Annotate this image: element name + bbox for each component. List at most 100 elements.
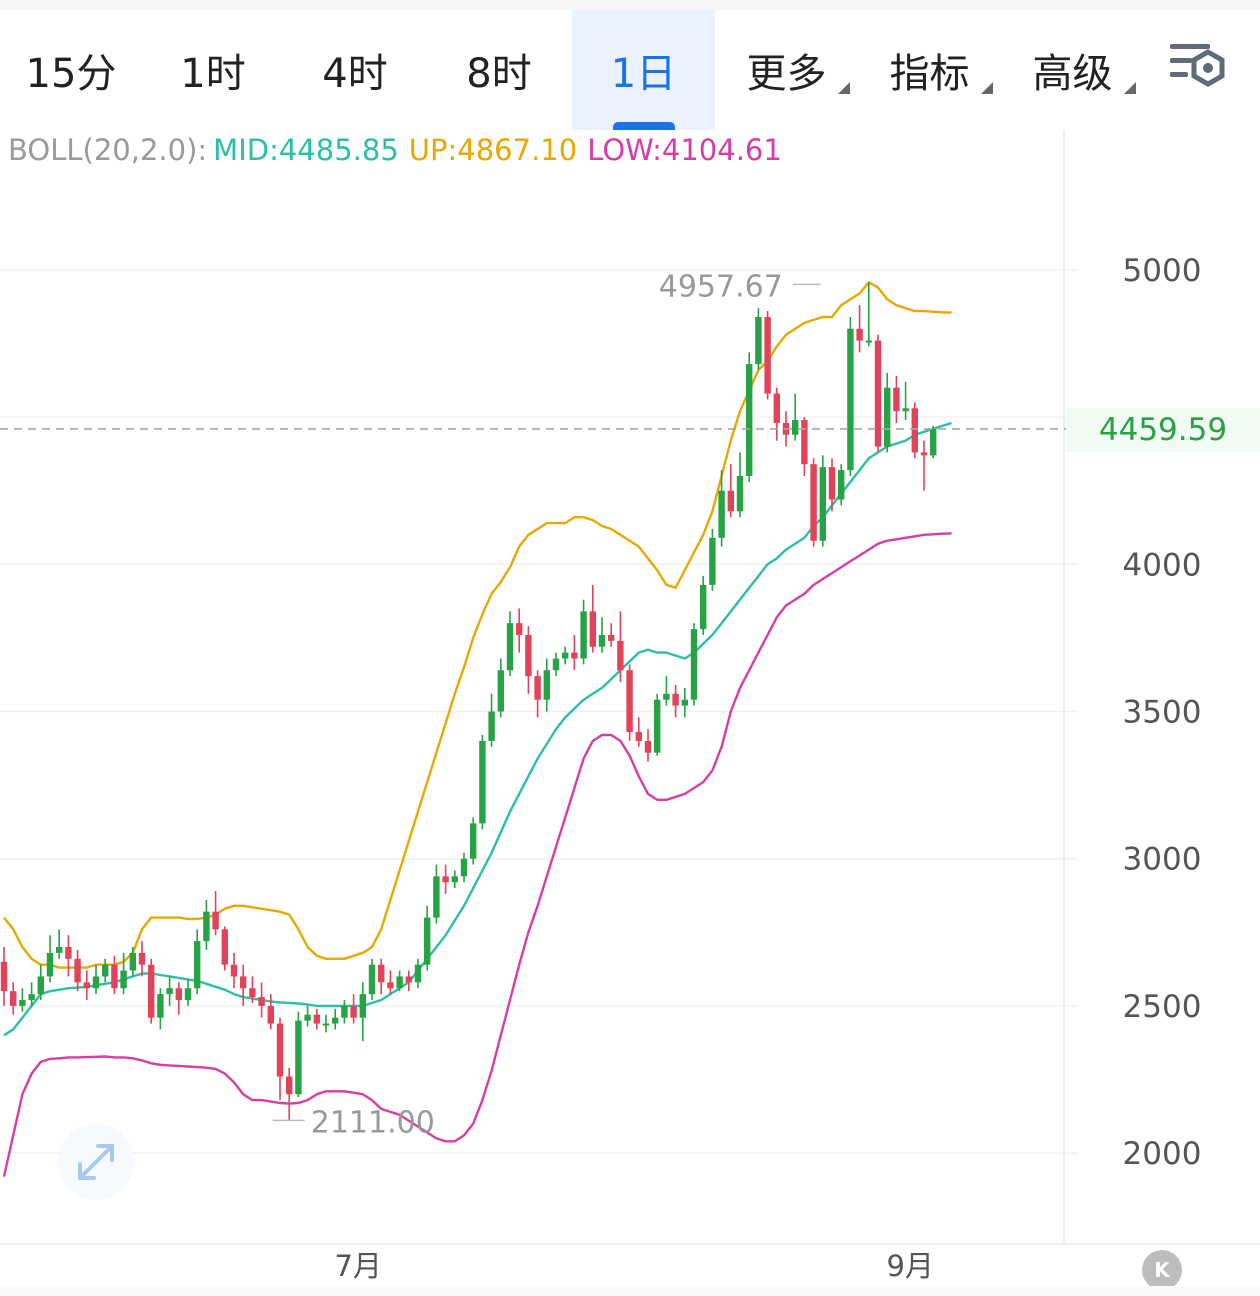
candle xyxy=(286,1067,293,1121)
candle-body xyxy=(700,584,707,630)
dropdown-caret-icon xyxy=(981,82,993,94)
candle-body xyxy=(488,711,495,741)
candlestick-chart[interactable]: 2000 2500 3000 3500 4000 5000 7月 9月 4957.67 2111.… xyxy=(0,130,1260,1286)
candle-body xyxy=(608,634,615,641)
candle-body xyxy=(138,952,146,965)
candle xyxy=(571,634,578,671)
candle xyxy=(37,964,44,1000)
candle xyxy=(516,608,523,653)
candle-body xyxy=(451,876,458,883)
candle xyxy=(396,970,403,992)
candle-body xyxy=(405,976,412,983)
candle-body xyxy=(920,452,928,456)
y-tick-label: 2000 xyxy=(1123,1136,1202,1172)
candle xyxy=(598,617,606,653)
chart-settings-button[interactable] xyxy=(1166,38,1230,98)
candle-body xyxy=(414,964,422,983)
candle-body xyxy=(359,994,366,1018)
tab-4[interactable]: 1日 xyxy=(572,10,715,130)
candle xyxy=(497,658,504,718)
candle xyxy=(626,664,633,741)
x-tick-label: 9月 xyxy=(886,1249,933,1283)
candle xyxy=(249,976,256,1003)
candle-body xyxy=(148,964,155,1018)
candle-body xyxy=(230,964,238,977)
candle-body xyxy=(516,623,523,635)
bottom-strip xyxy=(0,1286,1260,1296)
candle xyxy=(764,311,771,400)
tab-0[interactable]: 15分 xyxy=(0,10,142,130)
candle xyxy=(148,958,155,1024)
candle-body xyxy=(755,316,762,365)
candle xyxy=(663,676,670,706)
candle-body xyxy=(893,387,900,412)
candle-body xyxy=(690,629,698,700)
candle-body xyxy=(626,670,633,733)
high-annotation-label: 4957.67 xyxy=(659,269,783,304)
candle-body xyxy=(810,464,817,541)
tab-2[interactable]: 4时 xyxy=(284,10,426,130)
tab-label: 1日 xyxy=(610,51,677,97)
candle-body xyxy=(175,988,182,1000)
tab-label: 15分 xyxy=(25,51,117,97)
candle xyxy=(874,334,882,453)
candle xyxy=(792,393,799,441)
candle xyxy=(19,988,26,1012)
candle xyxy=(203,899,210,950)
expand-arrows-icon xyxy=(78,1144,114,1180)
candle-body xyxy=(194,941,201,989)
top-strip xyxy=(0,0,1260,10)
k-line-button[interactable]: K xyxy=(1142,1250,1182,1290)
candle xyxy=(479,735,486,830)
tab-label: 1时 xyxy=(180,51,246,97)
candle-body xyxy=(598,634,606,647)
candle xyxy=(368,958,376,1000)
candle xyxy=(617,611,624,683)
candle-body xyxy=(470,823,477,859)
candle xyxy=(322,1014,330,1033)
candle-body xyxy=(792,420,799,435)
candle xyxy=(166,976,173,1006)
candle xyxy=(755,308,762,370)
y-tick-label: 3500 xyxy=(1123,694,1202,730)
tab-3[interactable]: 8时 xyxy=(426,10,572,130)
candle-body xyxy=(654,699,661,753)
candle xyxy=(240,964,247,1006)
candle-body xyxy=(884,387,891,447)
candle xyxy=(608,623,615,647)
tab-5[interactable]: 更多 xyxy=(715,10,858,130)
candle-body xyxy=(424,917,431,965)
candle xyxy=(543,658,550,712)
tab-7[interactable]: 高级 xyxy=(1001,10,1144,130)
tab-6[interactable]: 指标 xyxy=(858,10,1001,130)
candle-body xyxy=(718,490,725,538)
candle xyxy=(470,817,477,865)
candle xyxy=(350,994,357,1024)
candle-body xyxy=(350,1005,357,1018)
timeframe-tab-bar: 15分 1时 4时 8时 1日 更多 指标 高级 xyxy=(0,10,1260,130)
candle-body xyxy=(562,652,569,659)
candle xyxy=(506,611,514,677)
candle-body xyxy=(368,964,376,995)
candle-body xyxy=(19,1000,26,1006)
candle-body xyxy=(267,1005,274,1024)
candle xyxy=(635,717,642,747)
chart-settings-icon xyxy=(1170,44,1225,87)
candle xyxy=(304,1005,311,1027)
candle xyxy=(184,979,192,1006)
candle-body xyxy=(930,428,937,456)
expand-chart-button[interactable] xyxy=(58,1124,134,1200)
candle-body xyxy=(295,1020,302,1095)
candle xyxy=(672,684,679,718)
candle-body xyxy=(663,693,670,700)
candle-body xyxy=(801,420,808,465)
candle-body xyxy=(838,470,845,500)
tab-1[interactable]: 1时 xyxy=(142,10,284,130)
candle-body xyxy=(736,475,744,512)
candle xyxy=(10,982,17,1015)
candle xyxy=(0,947,8,1006)
candle xyxy=(175,982,182,1015)
candle xyxy=(276,1017,284,1101)
candle-body xyxy=(74,958,81,983)
candle-body xyxy=(552,658,560,671)
